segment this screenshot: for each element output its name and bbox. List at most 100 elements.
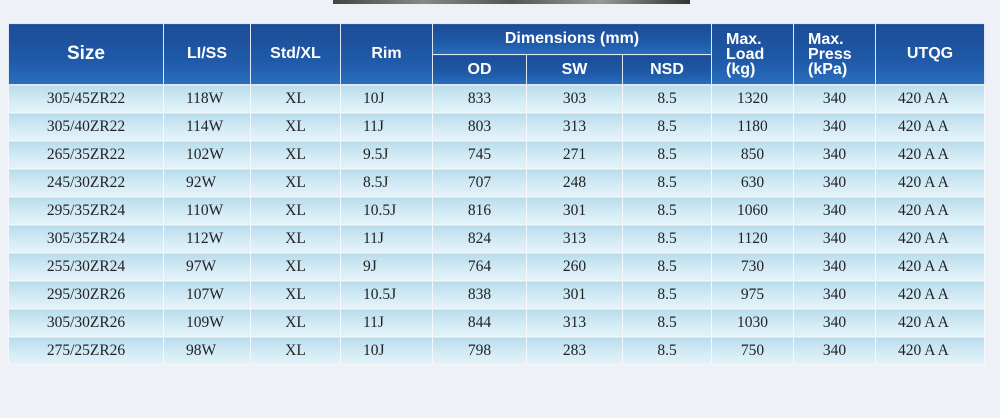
table-row: 255/30ZR24 97W XL 9J 764 260 8.5 730 340 420 A A: [8, 252, 986, 281]
cell-max-press: 340: [793, 308, 877, 337]
cell-sw: 301: [526, 280, 623, 309]
cell-max-press: 340: [793, 280, 877, 309]
cell-od: 764: [432, 252, 527, 281]
cell-max-load: 730: [711, 252, 795, 281]
cell-utqg: 420 A A: [875, 196, 986, 225]
cell-std-xl: XL: [250, 224, 341, 253]
cell-nsd: 8.5: [621, 224, 713, 253]
cell-utqg: 420 A A: [875, 168, 986, 197]
cell-nsd: 8.5: [621, 112, 713, 141]
cell-std-xl: XL: [250, 252, 341, 281]
cell-od: 816: [432, 196, 527, 225]
cell-od: 838: [432, 280, 527, 309]
table-row: 305/35ZR24 112W XL 11J 824 313 8.5 1120 340 420 A…: [8, 224, 986, 253]
cell-li-ss: 98W: [163, 336, 251, 365]
cell-max-press: 340: [793, 84, 877, 113]
table-row: 275/25ZR26 98W XL 10J 798 283 8.5 750 340 420 A A: [8, 336, 986, 365]
header-nsd: NSD: [621, 54, 713, 85]
header-max-press: Max. Press (kPa): [793, 23, 877, 85]
cell-rim: 11J: [340, 308, 433, 337]
cell-utqg: 420 A A: [875, 84, 986, 113]
cell-od: 824: [432, 224, 527, 253]
table-row: 305/45ZR22 118W XL 10J 833 303 8.5 1320 340 420 A…: [8, 84, 986, 113]
cell-rim: 10J: [340, 84, 433, 113]
cell-size: 305/35ZR24: [8, 224, 164, 253]
cell-rim: 9J: [340, 252, 433, 281]
header-dimensions: Dimensions (mm): [431, 23, 713, 55]
cell-max-load: 630: [711, 168, 795, 197]
cell-std-xl: XL: [250, 140, 341, 169]
cell-rim: 11J: [340, 112, 433, 141]
cell-sw: 303: [526, 84, 623, 113]
cell-size: 255/30ZR24: [8, 252, 164, 281]
cell-utqg: 420 A A: [875, 308, 986, 337]
header-size: Size: [8, 23, 164, 85]
cell-std-xl: XL: [250, 308, 341, 337]
cell-max-load: 1060: [711, 196, 795, 225]
cell-nsd: 8.5: [621, 252, 713, 281]
cell-nsd: 8.5: [621, 168, 713, 197]
cell-od: 707: [432, 168, 527, 197]
cell-size: 265/35ZR22: [8, 140, 164, 169]
cell-rim: 11J: [340, 224, 433, 253]
cell-rim: 10.5J: [340, 196, 433, 225]
header-od: OD: [432, 54, 527, 85]
cell-utqg: 420 A A: [875, 112, 986, 141]
cell-size: 295/30ZR26: [8, 280, 164, 309]
header-std-xl: Std/XL: [250, 23, 341, 85]
cell-rim: 10J: [340, 336, 433, 365]
table-row: 305/30ZR26 109W XL 11J 844 313 8.5 1030 340 420 A…: [8, 308, 986, 337]
table-row: 295/35ZR24 110W XL 10.5J 816 301 8.5 1060 340 420…: [8, 196, 986, 225]
cell-rim: 9.5J: [340, 140, 433, 169]
cell-sw: 260: [526, 252, 623, 281]
cell-max-press: 340: [793, 252, 877, 281]
cell-max-press: 340: [793, 336, 877, 365]
cell-utqg: 420 A A: [875, 336, 986, 365]
cell-max-press: 340: [793, 140, 877, 169]
cell-li-ss: 114W: [163, 112, 251, 141]
cell-li-ss: 92W: [163, 168, 251, 197]
cell-li-ss: 110W: [163, 196, 251, 225]
cell-rim: 8.5J: [340, 168, 433, 197]
cell-sw: 283: [526, 336, 623, 365]
cell-utqg: 420 A A: [875, 252, 986, 281]
cell-utqg: 420 A A: [875, 224, 986, 253]
cell-std-xl: XL: [250, 168, 341, 197]
cell-sw: 313: [526, 308, 623, 337]
cell-size: 245/30ZR22: [8, 168, 164, 197]
cell-utqg: 420 A A: [875, 280, 986, 309]
cell-sw: 271: [526, 140, 623, 169]
cell-nsd: 8.5: [621, 140, 713, 169]
cell-size: 275/25ZR26: [8, 336, 164, 365]
cell-size: 295/35ZR24: [8, 196, 164, 225]
cell-od: 844: [432, 308, 527, 337]
cell-std-xl: XL: [250, 196, 341, 225]
cell-od: 833: [432, 84, 527, 113]
header-utqg: UTQG: [875, 23, 986, 85]
cell-max-load: 1030: [711, 308, 795, 337]
cell-size: 305/30ZR26: [8, 308, 164, 337]
cell-nsd: 8.5: [621, 308, 713, 337]
tire-spec-table: Size LI/SS Std/XL Rim Dimensions (mm) Ma…: [8, 23, 986, 365]
cell-max-load: 1180: [711, 112, 795, 141]
cell-od: 798: [432, 336, 527, 365]
cell-li-ss: 102W: [163, 140, 251, 169]
cell-max-load: 1320: [711, 84, 795, 113]
cell-max-load: 1120: [711, 224, 795, 253]
cell-max-load: 975: [711, 280, 795, 309]
cell-max-load: 850: [711, 140, 795, 169]
cell-sw: 313: [526, 224, 623, 253]
cell-nsd: 8.5: [621, 336, 713, 365]
cell-sw: 301: [526, 196, 623, 225]
table-row: 245/30ZR22 92W XL 8.5J 707 248 8.5 630 340 420 A …: [8, 168, 986, 197]
header-li-ss: LI/SS: [163, 23, 251, 85]
header-max-load: Max. Load (kg): [711, 23, 795, 85]
cell-li-ss: 107W: [163, 280, 251, 309]
cell-nsd: 8.5: [621, 84, 713, 113]
cell-size: 305/45ZR22: [8, 84, 164, 113]
cell-utqg: 420 A A: [875, 140, 986, 169]
cell-std-xl: XL: [250, 336, 341, 365]
cell-sw: 248: [526, 168, 623, 197]
table-row: 265/35ZR22 102W XL 9.5J 745 271 8.5 850 340 420 A…: [8, 140, 986, 169]
cell-nsd: 8.5: [621, 280, 713, 309]
